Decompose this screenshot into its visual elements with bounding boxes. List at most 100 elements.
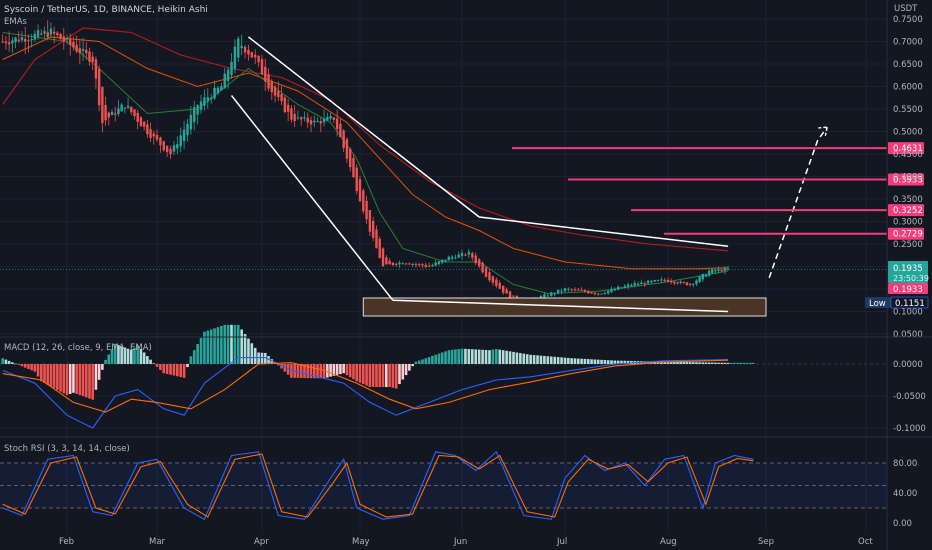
macd-histogram-bar	[209, 329, 213, 364]
candle-body	[653, 279, 656, 282]
macd-histogram-bar	[745, 362, 749, 364]
macd-histogram-bar	[723, 362, 727, 364]
macd-histogram-bar	[7, 360, 11, 364]
stoch-tick-label: 40.00	[893, 489, 917, 499]
candle-body	[414, 263, 418, 265]
macd-histogram-bar	[20, 364, 24, 367]
candle-body	[646, 280, 650, 284]
macd-histogram-bar	[613, 360, 617, 364]
candle-body	[481, 262, 484, 273]
macd-histogram-bar	[450, 349, 454, 364]
macd-histogram-bar	[280, 364, 283, 369]
candle-body	[59, 33, 62, 40]
candle-body	[388, 260, 391, 265]
price-tick-label: 0.5500	[893, 105, 923, 115]
candle-body	[20, 37, 24, 41]
time-tick-label: Jul	[556, 537, 567, 547]
macd-histogram-bar	[573, 358, 577, 364]
candle-body	[570, 289, 573, 291]
price-tick-label: 0.1000	[893, 308, 923, 318]
macd-histogram-bar	[220, 325, 223, 364]
macd-histogram-bar	[365, 364, 368, 386]
candle-body	[189, 114, 193, 130]
candle-body	[495, 279, 498, 286]
candle-body	[4, 41, 8, 44]
macd-histogram-bar	[348, 364, 352, 378]
macd-histogram-bar	[30, 364, 33, 371]
candle-body	[650, 280, 653, 283]
candle-body	[193, 107, 196, 123]
macd-histogram-bar	[460, 348, 464, 364]
macd-histogram-bar	[247, 338, 250, 364]
candle-body	[69, 38, 72, 46]
candle-body	[560, 290, 563, 292]
macd-histogram-bar	[27, 364, 30, 369]
macd-histogram-bar	[299, 364, 303, 378]
macd-histogram-bar	[381, 364, 385, 388]
macd-histogram-bar	[319, 364, 323, 379]
macd-histogram-bar	[199, 337, 203, 364]
candle-body	[176, 144, 179, 149]
macd-histogram-bar	[474, 349, 478, 364]
candle-body	[329, 115, 332, 119]
macd-histogram-bar	[1, 358, 5, 364]
candle-body	[431, 265, 434, 267]
macd-histogram-bar	[549, 356, 553, 364]
macd-histogram-bar	[525, 354, 529, 364]
candle-body	[685, 282, 689, 286]
macd-histogram-bar	[676, 361, 679, 364]
candle-body	[62, 36, 65, 42]
macd-histogram-bar	[243, 334, 247, 364]
candle-body	[142, 121, 146, 127]
macd-histogram-bar	[726, 362, 730, 364]
candle-body	[474, 255, 477, 264]
candle-body	[630, 284, 633, 286]
candle-body	[342, 130, 345, 148]
macd-histogram-bar	[603, 360, 607, 364]
candle-body	[152, 133, 155, 137]
candle-body	[467, 251, 471, 255]
candle-body	[250, 52, 254, 58]
candle-body	[603, 293, 607, 295]
candle-body	[355, 167, 358, 192]
candle-body	[75, 44, 78, 52]
macd-histogram-bar	[440, 352, 444, 364]
macd-histogram-bar	[267, 356, 270, 364]
candle-body	[230, 61, 233, 76]
macd-histogram-bar	[117, 345, 120, 364]
candle-body	[165, 145, 169, 152]
candle-body	[408, 263, 411, 265]
candle-body	[620, 287, 623, 289]
macd-histogram-bar	[570, 358, 573, 364]
macd-histogram-bar	[203, 331, 206, 364]
macd-histogram-bar	[427, 357, 431, 364]
candle-body	[30, 39, 33, 41]
candle-body	[203, 97, 206, 106]
candle-body	[52, 31, 56, 34]
macd-histogram-bar	[62, 364, 66, 394]
candle-body	[213, 87, 216, 99]
macd-histogram-bar	[736, 362, 739, 364]
macd-histogram-bar	[72, 364, 75, 393]
candle-body	[11, 40, 14, 44]
macd-histogram-bar	[707, 362, 711, 364]
candle-body	[326, 116, 329, 121]
candle-body	[471, 253, 474, 258]
macd-histogram-bar	[189, 356, 193, 364]
macd-histogram-bar	[339, 364, 342, 375]
candle-body	[293, 113, 296, 122]
candle-body	[707, 270, 711, 276]
price-level-value: 0.4631	[893, 144, 923, 154]
price-tick-label: 0.6000	[893, 83, 923, 93]
price-tick-label: 0.7000	[893, 38, 923, 48]
macd-histogram-bar	[149, 359, 152, 364]
macd-histogram-bar	[101, 364, 104, 370]
macd-histogram-bar	[120, 346, 123, 364]
time-tick-label: Apr	[254, 537, 269, 547]
price-level-badge	[888, 204, 924, 217]
macd-histogram-bar	[378, 364, 382, 388]
macd-histogram-bar	[411, 364, 414, 367]
macd-histogram-bar	[488, 350, 491, 364]
macd-histogram-bar	[14, 363, 17, 365]
candle-body	[309, 120, 313, 125]
